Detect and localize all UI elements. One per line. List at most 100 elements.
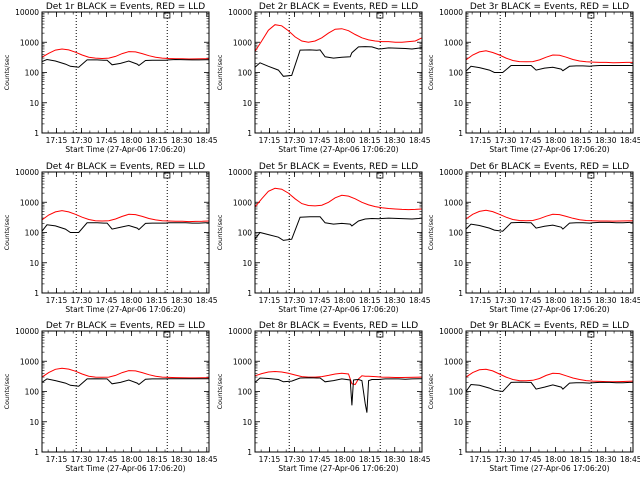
x-tick-label: 17:30 xyxy=(71,455,93,464)
frame-marker xyxy=(163,172,171,179)
x-tick-label: 17:30 xyxy=(71,296,93,305)
y-tick-label: 10000 xyxy=(439,8,463,17)
x-tick-label: 18:15 xyxy=(570,136,592,145)
x-tick-label: 18:15 xyxy=(146,136,168,145)
y-tick-label: 100 xyxy=(449,69,464,78)
x-tick-label: 17:15 xyxy=(470,455,492,464)
series-line-lld xyxy=(254,187,423,211)
y-tick-label: 1000 xyxy=(233,357,252,366)
x-tick-label: 18:30 xyxy=(171,455,193,464)
y-tick-label: 10000 xyxy=(439,168,463,177)
y-tick-label: 1000 xyxy=(20,198,39,207)
y-axis-label: Counts/sec xyxy=(216,54,224,90)
series-line-lld xyxy=(254,370,423,386)
x-axis-label: Start Time (27-Apr-06 17:06:20) xyxy=(65,305,185,314)
series-line-lld xyxy=(465,209,634,222)
x-tick-label: 17:45 xyxy=(96,455,118,464)
x-tick-label: 17:15 xyxy=(470,136,492,145)
y-axis-label: Counts/sec xyxy=(3,54,11,90)
x-tick-label: 17:45 xyxy=(520,136,542,145)
chart-panel-5: Det 5r BLACK = Events, RED = LLD Counts/s… xyxy=(216,162,431,314)
y-tick-label: 100 xyxy=(25,388,40,397)
x-tick-label: 17:45 xyxy=(309,136,331,145)
plot-frame xyxy=(254,171,423,294)
plot-frame xyxy=(254,330,423,453)
x-tick-label: 17:45 xyxy=(309,455,331,464)
x-tick-label: 17:45 xyxy=(96,136,118,145)
x-tick-label: 18:45 xyxy=(196,136,218,145)
x-tick-label: 17:15 xyxy=(259,136,281,145)
series-line-events xyxy=(254,46,423,77)
x-tick-label: 17:15 xyxy=(470,296,492,305)
chart-title: Det 4r BLACK = Events, RED = LLD xyxy=(46,162,205,172)
series-line-events xyxy=(41,222,209,233)
y-axis-label: Counts/sec xyxy=(427,373,435,409)
x-tick-label: 18:00 xyxy=(121,296,143,305)
x-tick-label: 18:30 xyxy=(384,296,406,305)
y-tick-label: 1000 xyxy=(444,38,463,47)
x-tick-label: 18:00 xyxy=(545,455,567,464)
x-tick-label: 18:45 xyxy=(620,455,640,464)
x-tick-label: 18:00 xyxy=(545,296,567,305)
series-line-events xyxy=(41,58,209,68)
y-tick-label: 10000 xyxy=(15,8,39,17)
y-tick-label: 10 xyxy=(29,259,39,268)
x-tick-label: 18:15 xyxy=(359,136,381,145)
y-tick-label: 10 xyxy=(242,99,252,108)
x-tick-label: 17:30 xyxy=(71,136,93,145)
x-tick-label: 18:30 xyxy=(595,296,617,305)
y-tick-label: 100 xyxy=(449,229,464,238)
plot-frame xyxy=(465,11,634,134)
y-tick-label: 1 xyxy=(34,129,39,138)
plot-frame xyxy=(41,11,210,134)
plot-frame xyxy=(465,171,634,294)
x-tick-label: 17:45 xyxy=(520,296,542,305)
x-tick-label: 18:30 xyxy=(595,136,617,145)
plot-frame xyxy=(41,171,210,294)
y-axis-label: Counts/sec xyxy=(3,214,11,250)
y-tick-label: 10 xyxy=(453,99,463,108)
y-tick-label: 10000 xyxy=(15,327,39,336)
y-tick-label: 100 xyxy=(25,69,40,78)
frame-marker xyxy=(163,12,171,19)
frame-marker xyxy=(587,172,595,179)
frame-marker xyxy=(376,12,384,19)
y-axis-label: Counts/sec xyxy=(216,373,224,409)
x-tick-label: 17:30 xyxy=(495,455,517,464)
plot-frame xyxy=(254,11,423,134)
x-tick-label: 18:00 xyxy=(334,455,356,464)
frame-marker xyxy=(163,331,171,338)
x-tick-label: 17:45 xyxy=(309,296,331,305)
y-tick-label: 1 xyxy=(458,289,463,298)
y-axis-label: Counts/sec xyxy=(3,373,11,409)
chart-panel-2: Det 2r BLACK = Events, RED = LLD Counts/s… xyxy=(216,2,431,154)
x-tick-label: 17:15 xyxy=(46,136,68,145)
y-tick-label: 1 xyxy=(34,289,39,298)
series-line-lld xyxy=(465,50,633,64)
x-tick-label: 18:00 xyxy=(121,455,143,464)
x-tick-label: 18:00 xyxy=(334,296,356,305)
series-line-events xyxy=(465,221,633,232)
x-tick-label: 17:30 xyxy=(495,296,517,305)
series-line-lld xyxy=(254,24,423,52)
plot-frame xyxy=(465,330,634,453)
x-tick-label: 18:15 xyxy=(146,455,168,464)
y-tick-label: 10 xyxy=(453,418,463,427)
series-line-events xyxy=(254,377,422,413)
x-tick-label: 18:15 xyxy=(570,455,592,464)
frame-marker xyxy=(587,331,595,338)
y-tick-label: 10 xyxy=(453,259,463,268)
x-axis-label: Start Time (27-Apr-06 17:06:20) xyxy=(278,145,398,154)
x-tick-label: 18:00 xyxy=(121,136,143,145)
y-tick-label: 1000 xyxy=(444,198,463,207)
y-tick-label: 100 xyxy=(238,229,253,238)
x-tick-label: 17:30 xyxy=(284,136,306,145)
x-axis-label: Start Time (27-Apr-06 17:06:20) xyxy=(278,464,398,473)
plot-frame xyxy=(41,330,210,453)
y-tick-label: 10000 xyxy=(228,8,252,17)
x-tick-label: 18:15 xyxy=(359,296,381,305)
y-tick-label: 1000 xyxy=(20,357,39,366)
y-tick-label: 1 xyxy=(458,448,463,457)
y-tick-label: 1000 xyxy=(20,38,39,47)
